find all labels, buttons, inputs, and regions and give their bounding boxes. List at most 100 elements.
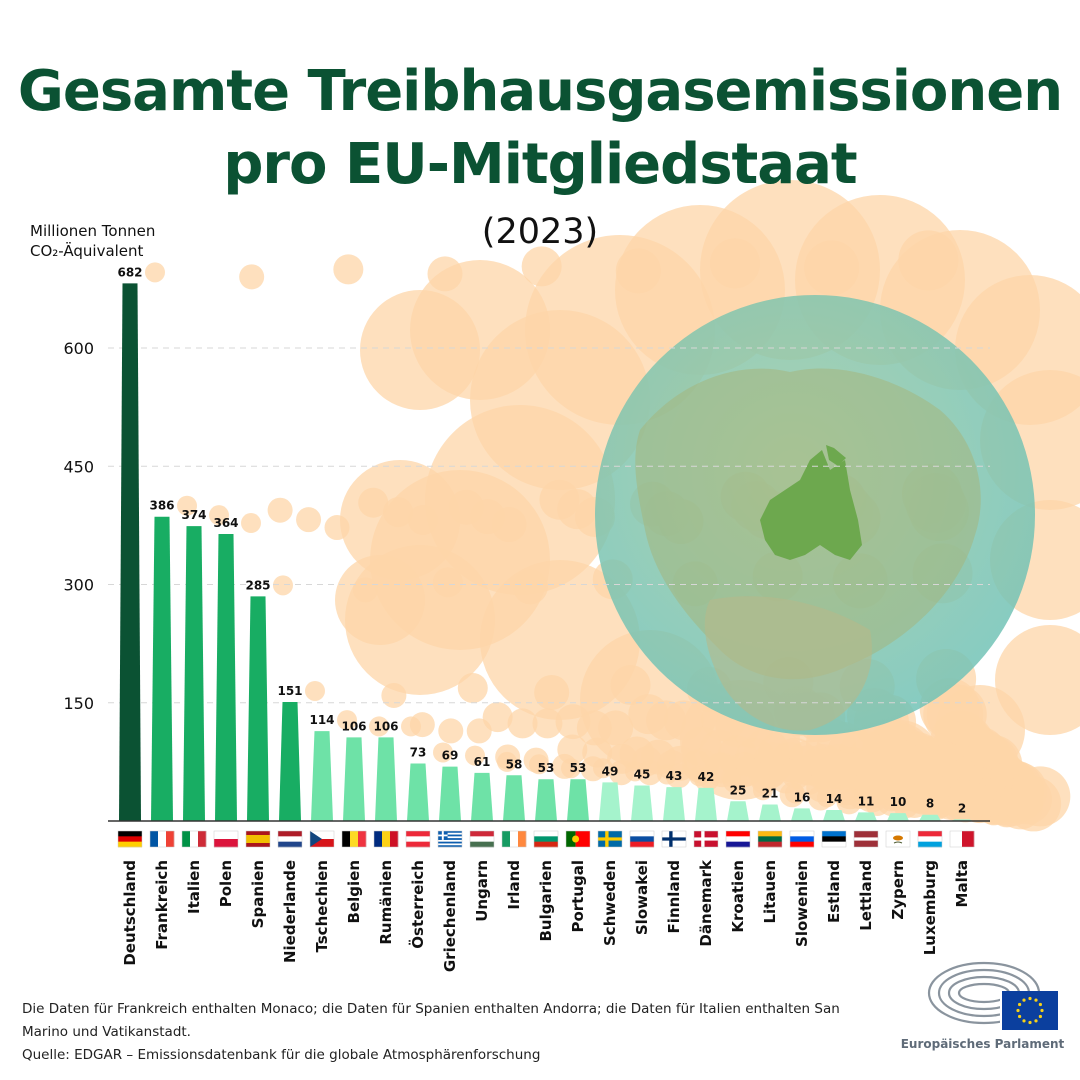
- bar-Spanien: [247, 596, 269, 821]
- flag-nl-icon: [277, 830, 303, 848]
- value-label: 58: [506, 757, 523, 771]
- category-label: Slowakei: [633, 860, 651, 935]
- bar-Dänemark: [695, 787, 717, 821]
- eu-star-icon: [1034, 1019, 1038, 1023]
- flag-hu-icon: [469, 830, 495, 848]
- flag-lv-icon: [853, 830, 879, 848]
- chart-year: (2023): [481, 212, 599, 252]
- value-label: 106: [373, 719, 398, 733]
- globe-illustration: [595, 295, 1035, 735]
- eu-star-icon: [1028, 1020, 1032, 1025]
- flag-mt-icon: [949, 830, 975, 848]
- category-label: Zypern: [889, 860, 907, 920]
- bar-Bulgarien: [535, 779, 557, 821]
- value-label: 21: [762, 786, 779, 800]
- y-axis-unit-line1: Millionen Tonnen: [30, 222, 156, 240]
- value-label: 2: [958, 801, 966, 815]
- flag-pl-icon: [213, 830, 239, 848]
- flag-bg-icon: [533, 830, 559, 848]
- value-label: 14: [826, 792, 843, 806]
- bar-Finnland: [663, 787, 685, 821]
- bar-Litauen: [759, 804, 781, 821]
- eu-star-icon: [1018, 1014, 1022, 1019]
- eu-star-icon: [1022, 1019, 1026, 1023]
- value-label: 151: [277, 684, 302, 698]
- bar-Belgien: [343, 737, 365, 821]
- category-label: Schweden: [601, 860, 619, 946]
- flag-cy-icon: [885, 830, 911, 848]
- value-label: 114: [309, 713, 334, 727]
- flag-de-icon: [117, 830, 143, 848]
- value-label: 25: [730, 783, 747, 797]
- bar-Portugal: [567, 779, 589, 821]
- flag-it-icon: [181, 830, 207, 848]
- flag-es-icon: [245, 830, 271, 848]
- value-label: 8: [926, 797, 934, 811]
- european-parliament-logo: [927, 961, 1060, 1031]
- eu-star-icon: [1038, 1014, 1042, 1019]
- footnote: Die Daten für Frankreich enthalten Monac…: [22, 1001, 840, 1040]
- value-label: 61: [474, 755, 491, 769]
- value-label: 364: [213, 516, 238, 530]
- category-label: Luxemburg: [921, 860, 939, 955]
- category-label: Estland: [825, 860, 843, 923]
- y-axis-unit: Millionen Tonnen CO₂-Äquivalent: [30, 221, 155, 261]
- value-label: 386: [149, 499, 174, 513]
- flag-sk-icon: [629, 830, 655, 848]
- bar-Deutschland: [119, 283, 141, 821]
- category-label: Irland: [505, 860, 523, 910]
- y-tick-label: 150: [63, 694, 94, 713]
- value-label: 73: [410, 745, 427, 759]
- chart-title-line2: pro EU-Mitgliedstaat: [223, 132, 857, 197]
- flags: [117, 830, 975, 848]
- flag-be-icon: [341, 830, 367, 848]
- flag-fr-icon: [149, 830, 175, 848]
- eu-star-icon: [1016, 1008, 1020, 1013]
- category-label: Lettland: [857, 860, 875, 931]
- bar-Ungarn: [471, 772, 493, 821]
- flag-lu-icon: [917, 830, 943, 848]
- bar-Frankreich: [151, 516, 173, 821]
- bar-Estland: [823, 809, 845, 821]
- category-label: Spanien: [249, 860, 267, 928]
- flag-at-icon: [405, 830, 431, 848]
- flag-gr-icon: [437, 830, 463, 848]
- flag-hr-icon: [725, 830, 751, 848]
- eu-star-icon: [1022, 998, 1026, 1002]
- logo-text: Europäisches Parlament: [900, 1037, 1065, 1051]
- eu-star-icon: [1028, 996, 1032, 1001]
- flag-se-icon: [597, 830, 623, 848]
- bar-Zypern: [887, 813, 909, 821]
- bar-Österreich: [407, 763, 429, 821]
- flag-cz-icon: [309, 830, 335, 848]
- value-label: 16: [794, 790, 811, 804]
- bars: 682 Deutschland 386 Frankreich 374 Italien 364…: [117, 265, 973, 972]
- category-label: Ungarn: [473, 860, 491, 922]
- chart-title-line1: Gesamte Treibhausgasemissionen: [17, 59, 1063, 124]
- value-label: 53: [570, 761, 587, 775]
- bar-Irland: [503, 775, 525, 821]
- category-label: Frankreich: [153, 860, 171, 950]
- category-label: Kroatien: [729, 860, 747, 933]
- category-label: Polen: [217, 860, 235, 907]
- flag-dk-icon: [693, 830, 719, 848]
- flag-si-icon: [789, 830, 815, 848]
- flag-fi-icon: [661, 830, 687, 848]
- category-label: Belgien: [345, 860, 363, 923]
- value-label: 11: [858, 794, 875, 808]
- category-label: Portugal: [569, 860, 587, 933]
- value-label: 42: [698, 770, 715, 784]
- value-label: 49: [602, 764, 619, 778]
- bar-Niederlande: [279, 701, 301, 821]
- category-label: Deutschland: [121, 860, 139, 966]
- value-label: 43: [666, 769, 683, 783]
- category-label: Slowenien: [793, 860, 811, 947]
- bar-Schweden: [599, 782, 621, 821]
- bar-Kroatien: [727, 801, 749, 821]
- flag-ie-icon: [501, 830, 527, 848]
- y-tick-label: 300: [63, 576, 94, 595]
- category-label: Litauen: [761, 860, 779, 924]
- flag-pt-icon: [565, 830, 591, 848]
- bar-Slowenien: [791, 808, 813, 821]
- value-label: 45: [634, 768, 651, 782]
